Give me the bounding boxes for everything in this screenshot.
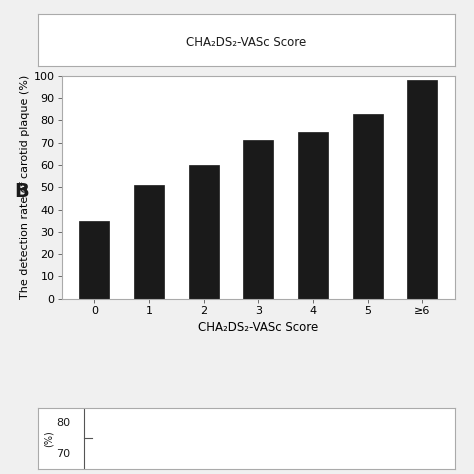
- Text: 70: 70: [56, 449, 70, 459]
- Text: 80: 80: [56, 418, 70, 428]
- Bar: [243, 140, 273, 299]
- Bar: [353, 114, 383, 299]
- Bar: [189, 165, 219, 299]
- Bar: [298, 132, 328, 299]
- Text: (%): (%): [43, 430, 54, 447]
- Bar: [407, 80, 438, 299]
- Text: CHA₂DS₂-VASc Score: CHA₂DS₂-VASc Score: [186, 36, 307, 49]
- Bar: [79, 221, 109, 299]
- Y-axis label: The detection rate of carotid plaque (%): The detection rate of carotid plaque (%): [19, 75, 29, 300]
- Bar: [134, 185, 164, 299]
- Text: B: B: [14, 182, 29, 201]
- X-axis label: CHA₂DS₂-VASc Score: CHA₂DS₂-VASc Score: [198, 321, 319, 334]
